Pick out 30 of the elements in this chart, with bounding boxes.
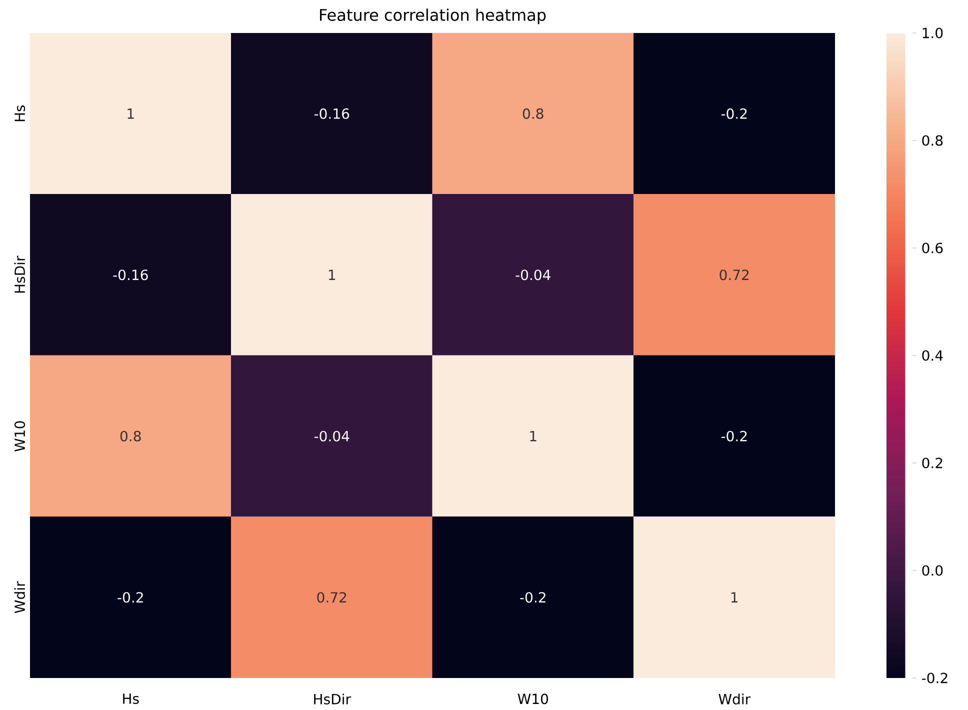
data-label: -0.2 — [721, 430, 747, 442]
color-bar-label: 0.4 — [922, 350, 943, 361]
data-label: 1 — [128, 108, 134, 119]
color-bar-label: -0.2 — [922, 672, 948, 684]
data-label: -0.04 — [314, 430, 350, 442]
x-tick-label: Hs — [123, 694, 139, 704]
color-bar-label: 1.0 — [922, 28, 943, 38]
color-bar-label: 0.0 — [922, 565, 943, 576]
y-tick-label: Hs — [14, 105, 26, 122]
data-label: 1 — [530, 431, 536, 442]
data-label: -0.2 — [118, 592, 143, 603]
data-label: 0.72 — [720, 270, 749, 280]
data-label: 1 — [328, 270, 336, 280]
data-label: -0.04 — [516, 270, 550, 280]
y-tick-label: Wdir — [14, 581, 26, 614]
color-bar-label: 0.8 — [922, 135, 943, 146]
y-tick-label: HsDir — [14, 256, 26, 293]
y-tick-label: W10 — [14, 421, 26, 452]
x-tick-label: Wdir — [718, 694, 751, 704]
data-label: -0.16 — [113, 270, 148, 280]
x-tick-label: W10 — [518, 694, 548, 704]
chart-title: Feature correlation heatmap — [320, 8, 546, 24]
x-tick-label: HsDir — [314, 694, 351, 704]
data-label: 1 — [731, 592, 738, 602]
data-label: -0.2 — [721, 108, 747, 119]
data-label: 0.72 — [317, 592, 346, 603]
data-label: -0.16 — [314, 108, 350, 119]
data-label: 0.8 — [120, 430, 141, 442]
color-bar-label: 0.2 — [922, 458, 942, 468]
color-bar-label: 0.6 — [922, 242, 943, 254]
